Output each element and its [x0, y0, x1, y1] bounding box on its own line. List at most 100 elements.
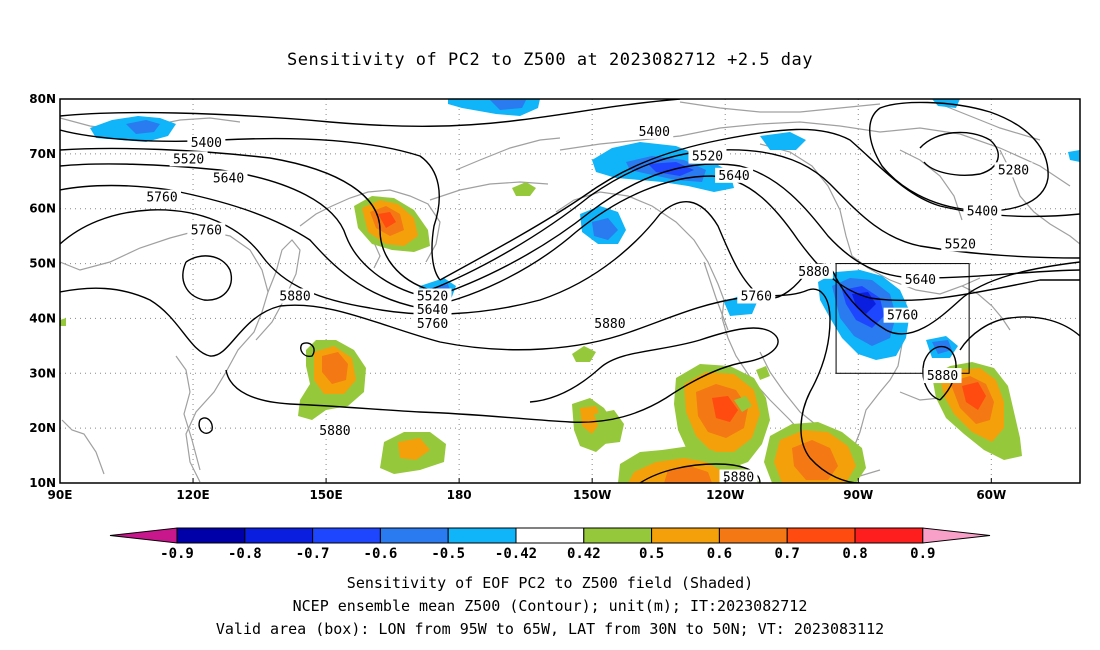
contour-label-bg: [413, 288, 452, 304]
contour-label: 5880: [798, 265, 829, 280]
contour-label-bg: [883, 307, 922, 323]
colorbar-label: -0.42: [495, 546, 537, 562]
contour-label-bg: [413, 302, 452, 318]
contour-label: 5760: [887, 309, 918, 324]
contour-label: 5640: [905, 273, 936, 288]
colorbar-label: -0.8: [228, 546, 262, 562]
contour-label-bg: [737, 288, 776, 304]
colorbar-swatch: [515, 527, 585, 544]
contour-label: 5400: [639, 125, 670, 140]
contour-label-bg: [923, 368, 962, 384]
lon-tick-label: 150E: [309, 488, 342, 502]
contour-label-bg: [276, 288, 315, 304]
contour-labels: 5400552056405760576058805880552056405760…: [143, 123, 1033, 486]
contour-label: 5640: [213, 172, 244, 187]
contour-label: 5880: [723, 471, 754, 486]
lon-tick-label: 60W: [976, 488, 1006, 502]
coastlines: [60, 101, 1080, 483]
lat-tick-label: 70N: [29, 147, 56, 161]
contour-label-bg: [315, 422, 354, 438]
contour-label: 5760: [741, 289, 772, 304]
caption-contour: NCEP ensemble mean Z500 (Contour); unit(…: [292, 597, 808, 615]
contour-label: 5880: [594, 317, 625, 332]
colorbar-label: 0.5: [639, 546, 664, 562]
contour-label: 5880: [927, 369, 958, 384]
colorbar-over-triangle: [922, 527, 991, 544]
contour-label-bg: [994, 162, 1033, 178]
contour-label: 5880: [279, 289, 310, 304]
lat-tick-label: 60N: [29, 202, 56, 216]
colorbar-swatch: [176, 527, 246, 544]
contour-label: 5520: [945, 237, 976, 252]
contour-label: 5280: [998, 163, 1029, 178]
contour-label-bg: [413, 315, 452, 331]
contour-label-bg: [719, 469, 758, 485]
lon-tick-label: 120E: [176, 488, 209, 502]
contour-label: 5880: [319, 424, 350, 439]
sensitivity-shading: [60, 99, 1080, 483]
lon-tick-label: 90E: [48, 488, 73, 502]
colorbar-swatch: [583, 527, 653, 544]
contour-label: 5640: [417, 303, 448, 318]
colorbar-swatch: [854, 527, 924, 544]
contour-label-bg: [635, 123, 674, 139]
colorbar-swatch: [447, 527, 517, 544]
colorbar-label: 0.7: [775, 546, 800, 562]
contour-label-bg: [901, 272, 940, 288]
colorbar-label: -0.6: [364, 546, 398, 562]
contour-label-bg: [688, 148, 727, 164]
lon-tick-label: 150W: [573, 488, 611, 502]
gridlines: [60, 99, 1080, 483]
contour-label: 5520: [173, 152, 204, 167]
colorbar-label: 0.42: [567, 546, 601, 562]
contour-label-bg: [794, 263, 833, 279]
lon-tick-label: 90W: [843, 488, 873, 502]
colorbar-swatch: [244, 527, 314, 544]
lat-tick-label: 50N: [29, 257, 56, 271]
contour-label-bg: [941, 236, 980, 252]
colorbar-swatch: [786, 527, 856, 544]
contour-label-bg: [963, 203, 1002, 219]
contour-label: 5640: [718, 169, 749, 184]
contour-label: 5760: [146, 191, 177, 206]
contour-label-bg: [209, 170, 248, 186]
colorbar-label: -0.5: [431, 546, 465, 562]
lat-tick-label: 10N: [29, 476, 56, 490]
valid-area-box: [835, 263, 970, 374]
contour-label-bg: [187, 134, 226, 150]
contour-label: 5760: [417, 317, 448, 332]
lat-tick-label: 20N: [29, 421, 56, 435]
lat-tick-label: 80N: [29, 92, 56, 106]
z500-contours: [60, 99, 1080, 483]
contour-label: 5400: [191, 136, 222, 151]
colorbar-label: -0.9: [160, 546, 194, 562]
colorbar-label: 0.6: [707, 546, 732, 562]
page-title: Sensitivity of PC2 to Z500 at 2023082712…: [286, 50, 813, 70]
colorbar-swatch: [379, 527, 449, 544]
contour-label: 5520: [692, 150, 723, 165]
contour-label: 5520: [417, 289, 448, 304]
lat-tick-label: 30N: [29, 366, 56, 380]
contour-label: 5760: [191, 224, 222, 239]
colorbar-label: 0.9: [910, 546, 935, 562]
colorbar-swatch: [312, 527, 381, 544]
contour-label-bg: [143, 189, 181, 205]
colorbar-label: 0.8: [842, 546, 867, 562]
contour-label: 5400: [967, 204, 998, 219]
contour-label-bg: [590, 315, 629, 331]
colorbar-swatch: [651, 527, 720, 544]
colorbar-swatch: [718, 527, 788, 544]
lon-tick-label: 180: [447, 488, 472, 502]
map-frame: [59, 98, 1081, 484]
lat-tick-label: 40N: [29, 311, 56, 325]
contour-label-bg: [169, 151, 208, 167]
colorbar-label: -0.7: [296, 546, 330, 562]
lon-tick-label: 120W: [706, 488, 744, 502]
axis-tick-labels: 90E 120E 150E 180 150W 120W 90W 60W 10N 20N 30N 40N…: [29, 92, 1006, 502]
colorbar: -0.9 -0.8 -0.7 -0.6 -0.5 -0.42 0.42 0.5 0.6 0.7 0.…: [109, 527, 991, 562]
caption-shading: Sensitivity of EOF PC2 to Z500 field (Sh…: [346, 574, 754, 592]
contour-label-bg: [187, 222, 226, 238]
contour-label-bg: [715, 167, 754, 183]
caption-valid-area: Valid area (box): LON from 95W to 65W, L…: [215, 620, 885, 638]
